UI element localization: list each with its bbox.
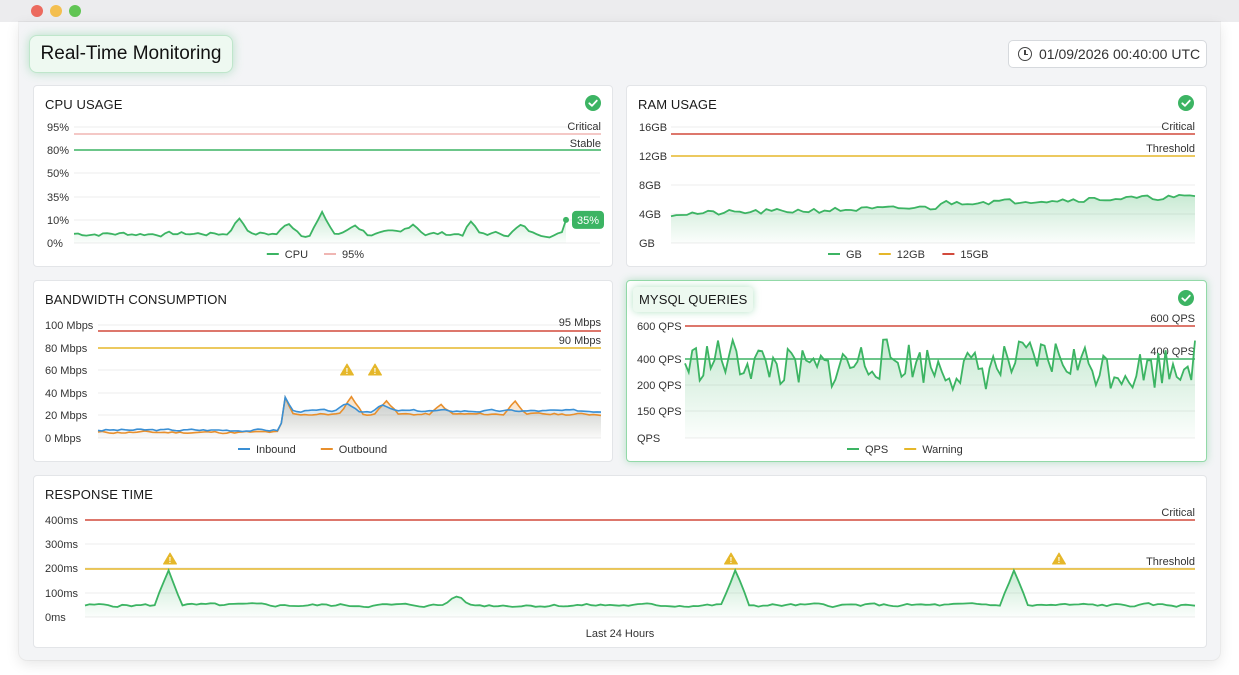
threshold-line-label: Threshold [1146, 556, 1195, 568]
critical-line-label: Critical [567, 121, 601, 133]
panel-title: BANDWIDTH CONSUMPTION [45, 292, 227, 307]
warning-mark: ! [374, 367, 377, 376]
x-axis-label: Last 24 Hours [586, 628, 655, 640]
panel-title: CPU USAGE [45, 97, 123, 112]
y-tick-label: 8GB [639, 180, 661, 192]
panel-title: RESPONSE TIME [45, 487, 153, 502]
y-tick-label: 60 Mbps [45, 365, 88, 377]
timestamp-text: 01/09/2026 00:40:00 UTC [1039, 46, 1201, 62]
critical-line-label: Critical [1161, 121, 1195, 133]
y-tick-label: 100ms [45, 588, 79, 600]
response-time-chart: 400ms 300ms 200ms 100ms 0ms Critical Threshold… [45, 507, 1196, 640]
warning-icon [340, 363, 354, 376]
legend-item: 12GB [897, 249, 925, 261]
legend-item: GB [846, 249, 862, 261]
page-title: Real-Time Monitoring [29, 35, 233, 73]
legend-item: Warning [922, 444, 963, 456]
mysql-queries-panel: MYSQL QUERIES 600 QPS 400 QPS 200 QPS 150 Q… [626, 280, 1207, 462]
window-titlebar [0, 0, 1239, 22]
warning-icon [163, 552, 177, 565]
y-tick-label: 0 Mbps [45, 433, 82, 445]
status-check-icon [1178, 95, 1194, 111]
y-tick-label: 50% [47, 168, 69, 180]
cpu-current-point [563, 216, 569, 223]
legend-item: 95% [342, 249, 364, 261]
y-tick-label: 0ms [45, 612, 66, 624]
cpu-usage-panel: CPU USAGE 95% 80% 50% 35% 10% 0% Critical Stabl… [33, 85, 613, 267]
timestamp-display[interactable]: 01/09/2026 00:40:00 UTC [1008, 40, 1207, 68]
minimize-window-button[interactable] [50, 5, 62, 17]
ram-usage-panel: RAM USAGE 16GB 12GB 8GB 4GB GB Critical Thresh… [626, 85, 1207, 267]
y-tick-label: 300ms [45, 539, 79, 551]
status-check-icon [1178, 290, 1194, 306]
y-tick-label: 0% [47, 238, 63, 250]
y-tick-label: 150 QPS [637, 406, 682, 418]
y-tick-label: 200ms [45, 563, 79, 575]
critical-line-label: 600 QPS [1150, 313, 1195, 325]
stable-line-label: Stable [570, 138, 601, 150]
maximize-window-button[interactable] [69, 5, 81, 17]
ram-area [671, 194, 1195, 243]
response-line [84, 568, 1196, 609]
inbound-line [97, 394, 602, 433]
y-tick-label: 400 QPS [637, 354, 682, 366]
y-tick-label: 80% [47, 145, 69, 157]
clock-icon [1018, 47, 1032, 61]
y-tick-label: 40 Mbps [45, 388, 88, 400]
ram-line [670, 193, 1196, 218]
warning-icon [724, 552, 738, 565]
legend-item: CPU [285, 249, 308, 261]
panel-title: MYSQL QUERIES [633, 287, 754, 312]
threshold-line-label: Threshold [1146, 143, 1195, 155]
y-tick-label: 95% [47, 122, 69, 134]
y-tick-label: 12GB [639, 151, 667, 163]
response-time-panel: RESPONSE TIME 400ms 300ms 200ms 100ms 0ms Cri… [33, 475, 1207, 648]
bandwidth-panel: BANDWIDTH CONSUMPTION 100 Mbps 80 Mbps 60 … [33, 280, 613, 462]
close-window-button[interactable] [31, 5, 43, 17]
critical-line-label: Critical [1161, 507, 1195, 519]
warning-icon [1052, 552, 1066, 565]
critical-line-label: 95 Mbps [559, 317, 602, 329]
y-tick-label: 400ms [45, 515, 79, 527]
bandwidth-chart: 100 Mbps 80 Mbps 60 Mbps 40 Mbps 20 Mbps 0 Mb… [45, 317, 602, 456]
legend-item: 15GB [960, 249, 988, 261]
cpu-line [73, 209, 567, 239]
stable-line-label: 400 QPS [1150, 346, 1195, 358]
mysql-area [685, 339, 1195, 438]
warning-mark: ! [730, 556, 733, 565]
mysql-line [684, 336, 1196, 393]
legend-item: QPS [865, 444, 888, 456]
y-tick-label: 600 QPS [637, 321, 682, 333]
cpu-area [74, 211, 566, 243]
warning-mark: ! [1058, 556, 1061, 565]
cpu-badge [572, 210, 604, 229]
y-tick-label: 10% [47, 215, 69, 227]
cpu-badge-text: 35% [577, 215, 599, 227]
y-tick-label: 35% [47, 192, 69, 204]
y-tick-label: 20 Mbps [45, 410, 88, 422]
legend-item: Inbound [256, 444, 296, 456]
inbound-area [98, 397, 601, 438]
outbound-line [97, 394, 602, 435]
warning-mark: ! [169, 556, 172, 565]
y-tick-label: 200 QPS [637, 380, 682, 392]
mysql-chart: 600 QPS 400 QPS 200 QPS 150 QPS QPS 600 QPS 40… [637, 313, 1196, 456]
y-tick-label: GB [639, 238, 655, 250]
legend-item: Outbound [339, 444, 387, 456]
y-tick-label: 80 Mbps [45, 343, 88, 355]
warning-mark: ! [346, 367, 349, 376]
threshold-line-label: 90 Mbps [559, 335, 602, 347]
cpu-chart: 95% 80% 50% 35% 10% 0% Critical Stable 35% CPU 95% [47, 121, 604, 261]
warning-icon [368, 363, 382, 376]
panel-title: RAM USAGE [638, 97, 717, 112]
y-tick-label: 4GB [639, 209, 661, 221]
y-tick-label: QPS [637, 433, 660, 445]
status-check-icon [585, 95, 601, 111]
y-tick-label: 100 Mbps [45, 320, 94, 332]
y-tick-label: 16GB [639, 122, 667, 134]
ram-chart: 16GB 12GB 8GB 4GB GB Critical Threshold GB 12GB 1… [639, 121, 1196, 261]
response-area [85, 570, 1195, 617]
